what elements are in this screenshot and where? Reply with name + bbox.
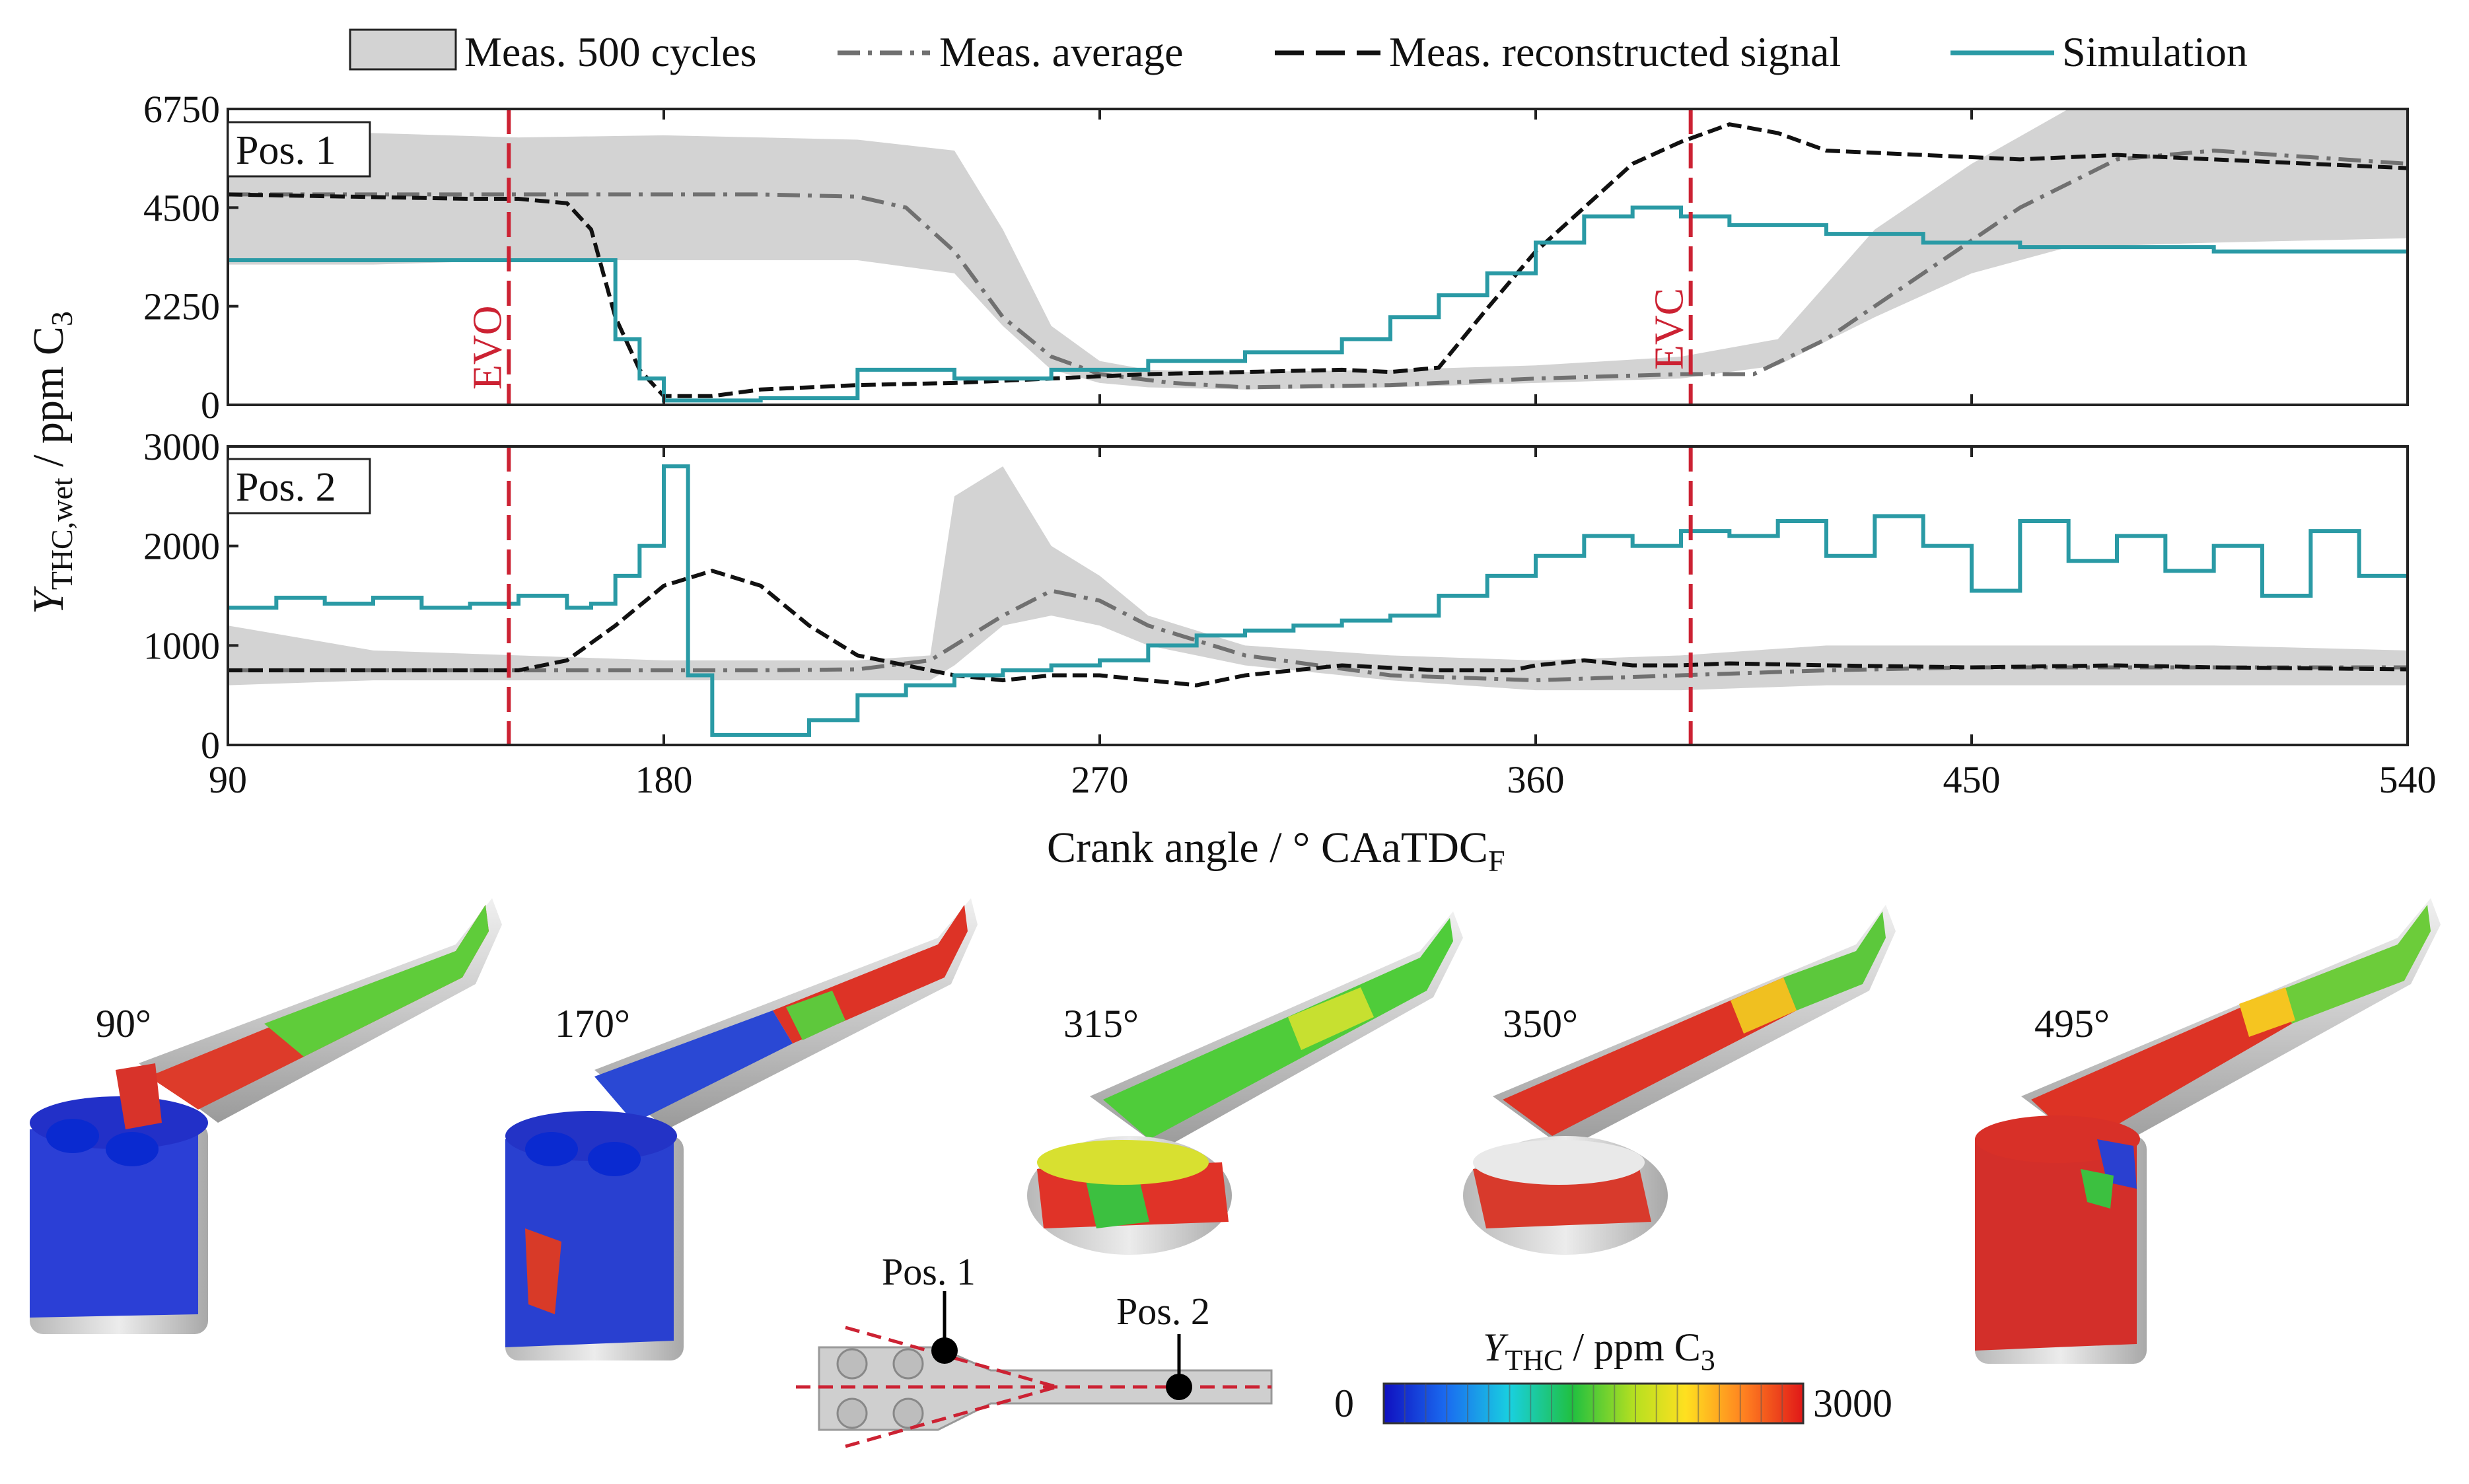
pos2-band <box>228 466 2408 691</box>
runner-contour-blue <box>594 1010 793 1123</box>
y-tick-label: 2250 <box>143 285 220 328</box>
panel-pos2: Pos. 2 0 1000 2000 3000 <box>143 425 2409 767</box>
pos1-average-line <box>228 149 2408 390</box>
valve-seat <box>892 1348 924 1380</box>
y-axis-label: YTHC,wet / ppm C3 <box>24 311 79 614</box>
legend-band-swatch <box>349 28 457 71</box>
evo-label: EVO <box>465 306 510 390</box>
snapshot-170: 170° <box>505 898 978 1360</box>
pos2-average-line <box>228 588 2408 683</box>
snapshot-495: 495° <box>1975 898 2441 1364</box>
legend-band-label: Meas. 500 cycles <box>464 28 757 75</box>
legend-recon-label: Meas. reconstructed signal <box>1389 28 1841 75</box>
x-tick-label: 90 <box>209 758 247 801</box>
pos2-simulation-line <box>228 464 2408 737</box>
x-tick-label: 360 <box>1507 758 1565 801</box>
snapshot-angle-label: 90° <box>96 1002 151 1045</box>
runner-contour-green <box>264 905 489 1057</box>
legend-sim-label: Simulation <box>2062 28 2248 75</box>
y-tick-label: 2000 <box>143 525 220 568</box>
colorbar-title: YTHC / ppm C3 <box>1483 1325 1715 1376</box>
probe-schematic: Pos. 1 Pos. 2 <box>796 1250 1273 1448</box>
x-axis-label: Crank angle / ° CAaTDCF <box>1047 824 1505 878</box>
runner-contour-yellow <box>2239 987 2295 1037</box>
colorbar-min: 0 <box>1334 1382 1354 1425</box>
y-tick-label: 3000 <box>143 425 220 468</box>
pos1-band <box>228 109 2408 390</box>
valve <box>588 1142 641 1176</box>
pos2-marker <box>1166 1374 1192 1400</box>
x-tick-label: 540 <box>2379 758 2437 801</box>
pos1-panel-label-box <box>227 121 371 178</box>
pos2-schematic-label: Pos. 2 <box>1116 1290 1210 1333</box>
snapshot-350: 350° <box>1463 905 1896 1255</box>
snapshot-90: 90° <box>30 898 502 1334</box>
pos2-panel-label-box <box>227 458 371 514</box>
valve-seat <box>836 1348 868 1380</box>
pos1-frame <box>227 108 2409 406</box>
pos1-reconstructed-line <box>227 122 2408 398</box>
y-tick-label: 0 <box>201 384 220 427</box>
pos2-frame <box>227 445 2409 746</box>
runner-contour-green <box>786 991 845 1040</box>
valve <box>525 1132 578 1166</box>
pos1-schematic-label: Pos. 1 <box>882 1250 976 1293</box>
pos1-marker <box>931 1337 958 1364</box>
snapshot-315: 315° <box>1027 911 1463 1255</box>
pos2-yticks: 0 1000 2000 3000 <box>143 425 238 767</box>
valve <box>46 1119 99 1153</box>
snapshot-angle-label: 495° <box>2034 1002 2110 1045</box>
y-tick-label: 0 <box>201 724 220 767</box>
cylinder-contour-red <box>525 1228 561 1314</box>
cylinder-top <box>1975 1115 2140 1163</box>
schematic-cut-line <box>845 1385 1057 1448</box>
x-ticks: 90 180 270 360 450 540 <box>209 109 2437 801</box>
evc-label: EVC <box>1647 288 1692 370</box>
cylinder-top <box>1037 1140 1209 1185</box>
valve-seat <box>836 1397 868 1429</box>
pos1-yticks: 0 2250 4500 6750 <box>143 88 238 427</box>
runner-contour-green <box>1783 911 1886 1010</box>
x-tick-label: 450 <box>1943 758 2001 801</box>
runner-contour-yellow <box>1731 977 1797 1034</box>
legend: Meas. 500 cycles Meas. average Meas. rec… <box>349 28 2248 75</box>
colorbar: YTHC / ppm C3 0 3000 <box>1334 1325 1892 1425</box>
port-contour <box>116 1063 162 1129</box>
schematic-cut-line <box>845 1325 1057 1389</box>
valve-seat <box>892 1397 924 1429</box>
y-tick-label: 4500 <box>143 186 220 229</box>
colorbar-max: 3000 <box>1813 1382 1892 1425</box>
y-tick-label: 1000 <box>143 624 220 667</box>
colorbar-cells <box>1404 1384 1783 1423</box>
snapshot-angle-label: 170° <box>555 1002 630 1045</box>
runner-contour-green <box>1103 918 1453 1139</box>
pos1-panel-label: Pos. 1 <box>236 128 336 173</box>
cylinder-contour-green <box>2081 1169 2114 1209</box>
legend-avg-label: Meas. average <box>939 28 1184 75</box>
runner-contour-red <box>1503 977 1797 1136</box>
pos2-panel-label: Pos. 2 <box>236 465 336 510</box>
runner-contour-yellow <box>1288 987 1374 1050</box>
x-tick-label: 270 <box>1071 758 1129 801</box>
x-tick-label: 180 <box>635 758 693 801</box>
panel-pos1: EVO EVC Pos. 1 0 2250 4500 6750 <box>143 88 2409 427</box>
y-tick-label: 6750 <box>143 88 220 131</box>
runner-contour-green <box>2279 905 2431 1024</box>
cylinder-contour <box>30 1123 198 1318</box>
snapshot-angle-label: 315° <box>1063 1002 1139 1045</box>
cylinder-top <box>1473 1140 1645 1185</box>
valve <box>106 1132 159 1166</box>
snapshot-angle-label: 350° <box>1503 1002 1578 1045</box>
runner-contour-red <box>2031 991 2292 1146</box>
pos2-reconstructed-line <box>228 569 2408 688</box>
